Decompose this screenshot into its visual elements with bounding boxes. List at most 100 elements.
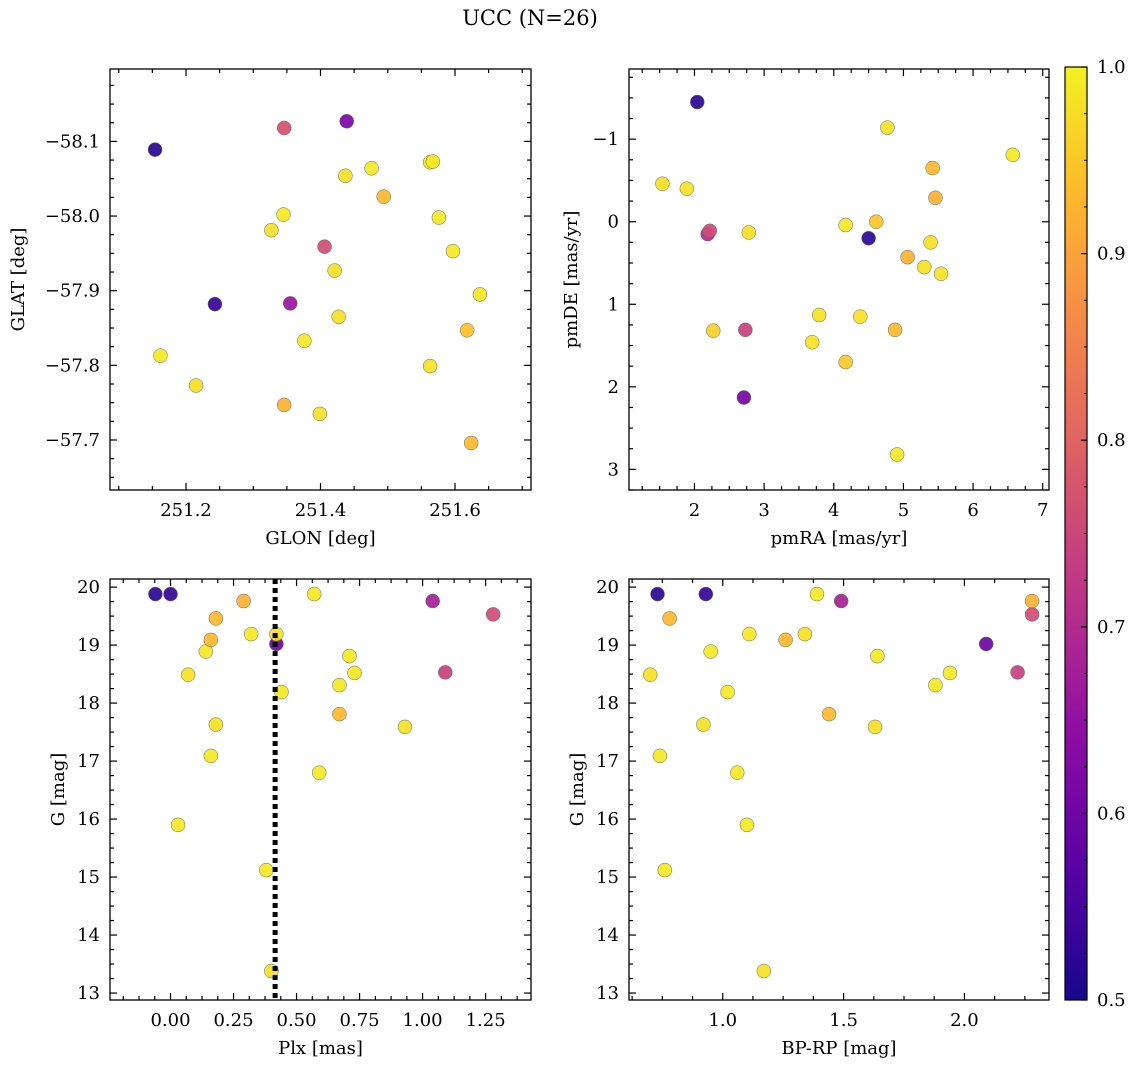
scatter-point: [741, 225, 757, 240]
scatter-point: [422, 358, 438, 374]
y-axis-label: G [mag]: [48, 753, 69, 826]
y-tick-label: 2: [608, 377, 619, 398]
y-tick-label: 1: [608, 294, 619, 315]
scatter-point: [917, 259, 932, 275]
scatter-point: [923, 235, 938, 250]
x-axis-label: Plx [mas]: [278, 1038, 363, 1059]
x-tick-label: 0.25: [213, 1010, 253, 1031]
x-tick-label: 1.00: [403, 1010, 443, 1031]
scatter-point: [861, 230, 876, 246]
x-tick-label: 251.6: [429, 500, 481, 521]
scatter-point: [643, 667, 658, 682]
y-tick-label: −1: [592, 129, 619, 150]
y-tick-label: −57.8: [45, 355, 100, 376]
scatter-point: [347, 665, 362, 681]
x-tick-label: 6: [967, 500, 978, 521]
scatter-points: [147, 114, 488, 451]
x-axis-label: pmRA [mas/yr]: [771, 528, 908, 549]
scatter-point: [690, 94, 705, 110]
scatter-point: [797, 626, 813, 642]
scatter-point: [332, 677, 347, 693]
scatter-point: [331, 309, 346, 325]
y-tick-label: −57.7: [45, 430, 100, 451]
scatter-point: [274, 684, 289, 700]
scatter-point: [276, 120, 292, 136]
colorbar-tick-label: 0.6: [1097, 803, 1126, 824]
scatter-point: [869, 214, 884, 229]
scatter-point: [276, 207, 291, 222]
scatter-point: [425, 593, 440, 609]
y-tick-label: 20: [77, 577, 100, 598]
colorbar-tick-label: 0.7: [1097, 617, 1126, 638]
colorbar-tick-label: 0.9: [1097, 244, 1126, 265]
scatter-point: [778, 632, 793, 648]
scatter-point: [207, 296, 223, 312]
subplot-1: 251.2 251.4 251.6 −57.7 −57.8 −57.9 −58.0 −58.1…: [8, 68, 532, 549]
y-tick-label: 15: [596, 867, 619, 888]
scatter-point: [706, 323, 721, 338]
scatter-point: [880, 120, 895, 135]
colorbar-tick-label: 0.8: [1097, 430, 1126, 451]
scatter-points: [655, 94, 1021, 462]
scatter-point: [838, 217, 853, 233]
y-tick-label: 14: [77, 925, 100, 946]
scatter-point: [928, 677, 943, 693]
scatter-point: [153, 348, 168, 363]
scatter-point: [180, 667, 196, 682]
y-tick-label: 17: [77, 751, 100, 772]
scatter-point: [652, 748, 668, 764]
y-axis-label: pmDE [mas/yr]: [561, 211, 582, 349]
scatter-point: [472, 287, 488, 302]
scatter-point: [485, 607, 501, 622]
scatter-point: [364, 161, 379, 176]
scatter-point: [445, 243, 461, 259]
scatter-point: [870, 648, 885, 664]
scatter-point: [376, 189, 391, 204]
scatter-point: [838, 354, 853, 370]
tick-marks: [629, 69, 1049, 491]
scatter-point: [264, 222, 279, 238]
scatter-point: [1005, 147, 1021, 163]
scatter-point: [463, 435, 479, 451]
y-tick-label: 14: [596, 925, 619, 946]
x-tick-label: 1.0: [708, 1010, 737, 1031]
x-axis-label: BP-RP [mag]: [781, 1038, 896, 1059]
scatter-point: [821, 706, 837, 722]
scatter-point: [696, 717, 711, 732]
scatter-point: [342, 648, 357, 664]
y-tick-label: 17: [596, 751, 619, 772]
tick-marks: [629, 579, 1049, 1000]
scatter-point: [655, 176, 670, 191]
scatter-point: [282, 296, 298, 311]
x-tick-label: 251.2: [160, 500, 212, 521]
x-tick-label: 1.5: [829, 1010, 858, 1031]
x-tick-label: 251.4: [295, 500, 347, 521]
figure-title: UCC (N=26): [462, 6, 598, 30]
y-tick-label: 13: [596, 983, 619, 1004]
scatter-point: [833, 593, 849, 609]
x-tick-label: 2.0: [950, 1010, 979, 1031]
x-tick-label: 2: [689, 500, 700, 521]
y-tick-label: 19: [77, 635, 100, 656]
scatter-point: [327, 263, 342, 278]
scatter-point: [657, 862, 673, 878]
y-tick-label: 13: [77, 983, 100, 1004]
scatter-point: [650, 586, 665, 602]
y-tick-label: 18: [596, 693, 619, 714]
tick-marks: [110, 69, 531, 490]
scatter-point: [203, 748, 219, 764]
y-axis-label: GLAT [deg]: [8, 228, 29, 332]
scatter-point: [311, 765, 327, 780]
scatter-point: [804, 334, 820, 350]
scatter-point: [259, 862, 274, 878]
scatter-point: [730, 765, 745, 780]
x-axis-label: GLON [deg]: [265, 528, 375, 549]
scatter-point: [756, 963, 772, 979]
colorbar-tick-label: 1.0: [1097, 57, 1126, 78]
x-tick-label: 4: [828, 500, 839, 521]
scatter-point: [317, 239, 332, 254]
scatter-point: [163, 586, 178, 602]
axes-frame: [628, 68, 1050, 491]
